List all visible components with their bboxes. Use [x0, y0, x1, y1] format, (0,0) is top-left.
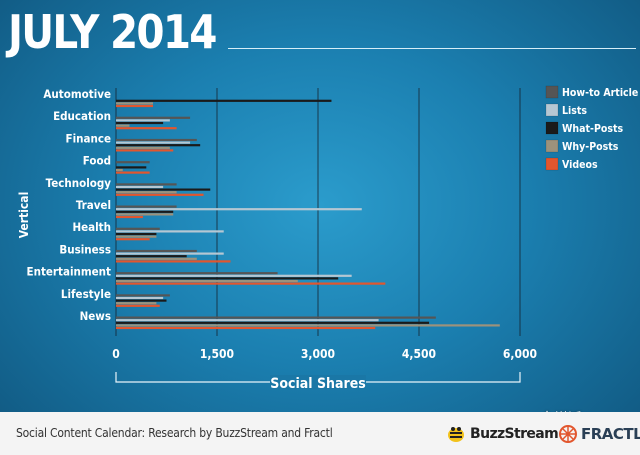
bar	[116, 210, 174, 213]
bar	[116, 193, 204, 196]
legend-label: What-Posts	[562, 123, 624, 135]
category-label: Lifestyle	[61, 287, 111, 301]
bar	[116, 127, 177, 130]
x-tick-label: 0	[112, 347, 120, 361]
bar	[116, 215, 143, 219]
bar	[116, 141, 191, 144]
bar	[116, 235, 157, 238]
bar	[116, 171, 150, 174]
bar	[116, 274, 352, 277]
x-axis-label: Social Shares	[270, 376, 366, 392]
x-tick-label: 1,500	[200, 347, 234, 361]
bar	[116, 232, 157, 236]
legend-label: Videos	[562, 159, 598, 171]
category-label: Entertainment	[27, 265, 112, 279]
bar	[116, 238, 150, 241]
bar	[116, 272, 278, 275]
category-label: News	[80, 309, 111, 323]
bar	[116, 227, 160, 230]
bar	[116, 324, 500, 327]
bar	[116, 119, 170, 122]
x-tick-label: 6,000	[503, 347, 537, 361]
bar	[116, 302, 157, 305]
bar	[116, 191, 177, 194]
bar	[116, 230, 224, 233]
category-label: Food	[83, 154, 111, 168]
bar	[116, 279, 298, 283]
bar	[116, 205, 177, 208]
category-label: Business	[59, 242, 111, 256]
bar	[116, 249, 197, 253]
page-title: JULY 2014	[8, 5, 217, 59]
bar	[116, 326, 376, 330]
bar	[116, 299, 167, 302]
legend-label: Why-Posts	[562, 141, 619, 153]
y-axis-label: Vertical	[17, 192, 31, 239]
footer-credit: Social Content Calendar: Research by Buz…	[16, 426, 333, 440]
bar	[116, 146, 170, 149]
bee-icon	[448, 427, 464, 442]
bar	[116, 282, 386, 285]
bar	[116, 321, 430, 324]
bar	[116, 144, 201, 147]
bar	[116, 319, 379, 322]
bar	[116, 260, 231, 263]
bar	[116, 257, 197, 260]
legend-swatch	[545, 157, 559, 171]
bar	[116, 121, 164, 125]
bar	[116, 99, 332, 102]
bar	[116, 294, 170, 297]
fractl-logo: FRACTL	[558, 423, 640, 445]
fractl-mark-icon	[559, 425, 577, 443]
legend-label: How-to Article	[562, 87, 638, 99]
bar	[116, 213, 174, 216]
bar	[116, 188, 211, 191]
bar	[116, 208, 362, 211]
bar	[116, 183, 177, 186]
bar	[116, 116, 191, 119]
legend-swatch	[545, 103, 559, 117]
footer: Social Content Calendar: Research by Buz…	[0, 412, 640, 455]
fractl-wordmark: FRACTL	[581, 425, 640, 443]
buzzstream-logo: BuzzStream	[446, 423, 559, 445]
legend-label: Lists	[562, 105, 587, 117]
category-label: Health	[72, 220, 111, 234]
bar	[116, 161, 150, 164]
bar	[116, 149, 174, 152]
bar	[116, 252, 224, 255]
legend-swatch	[545, 121, 559, 135]
category-label: Finance	[66, 131, 111, 145]
x-tick-label: 4,500	[402, 347, 436, 361]
bar-chart: 0 1,500 3,000 4,500 6,000 Social Shares Vertic…	[17, 85, 638, 392]
bar	[116, 102, 154, 105]
bar	[116, 185, 164, 189]
bar	[116, 316, 436, 319]
category-label: Education	[53, 109, 111, 123]
bar	[116, 138, 197, 142]
bar	[116, 277, 339, 280]
bar	[116, 104, 154, 108]
bar	[116, 296, 164, 300]
category-label: Technology	[46, 176, 112, 190]
legend-swatch	[545, 139, 559, 153]
category-label: Automotive	[43, 87, 111, 101]
buzzstream-wordmark: BuzzStream	[470, 426, 559, 442]
title-divider	[228, 48, 636, 49]
bar	[116, 255, 187, 258]
bar	[116, 168, 123, 172]
bar	[116, 166, 147, 169]
bar	[116, 304, 160, 307]
bar	[116, 124, 130, 127]
legend-swatch	[545, 85, 559, 99]
category-label: Travel	[76, 198, 111, 212]
x-axis-label-backdrop	[270, 375, 366, 389]
x-tick-label: 3,000	[301, 347, 335, 361]
